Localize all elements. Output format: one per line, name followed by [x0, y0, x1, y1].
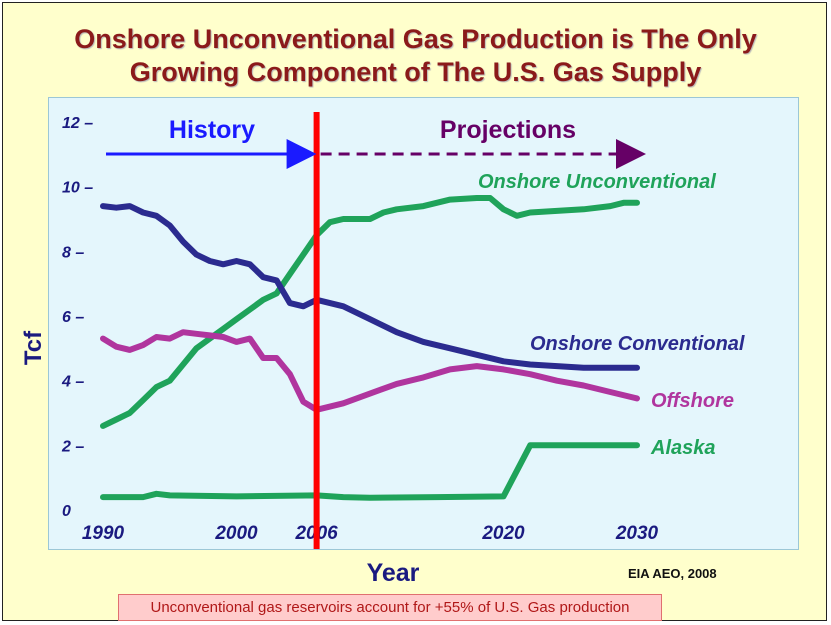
x-tick-label: 2000	[214, 523, 258, 544]
series-line-offshore	[100, 329, 640, 413]
y-tick-label: 4 –	[61, 374, 84, 391]
y-tick-label: 12 –	[62, 115, 93, 132]
source-citation: EIA AEO, 2008	[628, 566, 717, 581]
projections-label: Projections	[440, 116, 576, 144]
y-tick-label: 6 –	[62, 309, 84, 326]
series-label-onshore-unconventional: Onshore Unconventional	[478, 171, 716, 193]
y-axis-ticks: 0 2 – 4 – 6 – 8 – 10 – 12 –	[61, 115, 93, 520]
plot-area	[48, 97, 799, 550]
y-tick-label: 10 –	[62, 180, 93, 197]
series-line-onshore-unconventional	[100, 195, 640, 429]
series-label-alaska: Alaska	[650, 437, 716, 459]
slide-title-line-1: Onshore Unconventional Gas Production is…	[74, 24, 757, 54]
series-label-offshore: Offshore	[651, 390, 734, 412]
y-tick-label: 0	[62, 503, 71, 520]
x-axis-label: Year	[366, 559, 420, 587]
series-label-onshore-conventional: Onshore Conventional	[530, 333, 745, 355]
slide-title-line-2: Growing Component of The U.S. Gas Supply	[129, 57, 702, 87]
y-tick-label: 2 –	[61, 438, 84, 455]
x-tick-label: 1990	[82, 523, 125, 544]
footnote-callout: Unconventional gas reservoirs account fo…	[118, 594, 662, 621]
series-labels: Onshore Unconventional Onshore Convention…	[478, 171, 745, 459]
x-tick-label: 2020	[481, 523, 525, 544]
history-label: History	[169, 116, 255, 144]
y-axis-label: Tcf	[20, 330, 47, 366]
y-tick-label: 8 –	[62, 244, 84, 261]
series-line-alaska	[100, 442, 640, 501]
series-line-onshore-conventional	[100, 203, 640, 371]
x-axis-ticks: 19902000200620202030	[82, 523, 659, 544]
series-lines	[100, 195, 640, 501]
x-tick-label: 2030	[615, 523, 659, 544]
